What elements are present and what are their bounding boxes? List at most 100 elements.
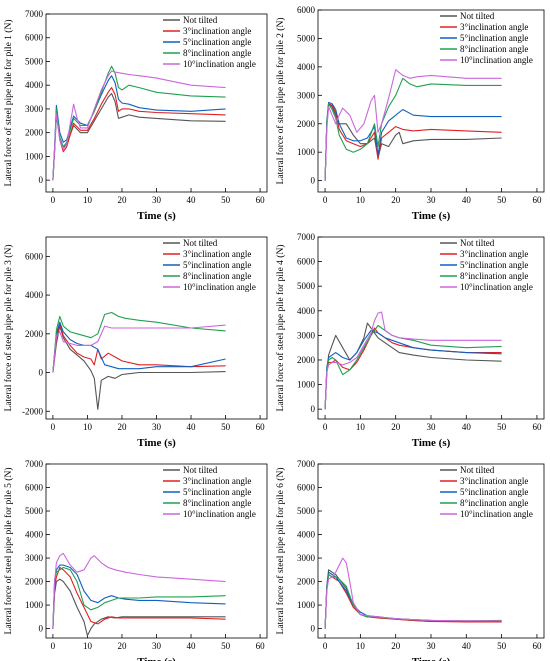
y-tick-label: 3000 — [297, 330, 316, 340]
legend-entry: 8°inclination angle — [183, 498, 251, 508]
y-tick-label: 1000 — [297, 600, 316, 610]
legend-entry: 10°inclination angle — [460, 282, 533, 292]
y-tick-label: 7000 — [25, 459, 44, 469]
y-tick-label: 6000 — [297, 5, 316, 15]
y-tick-label: 1000 — [25, 600, 44, 610]
y-tick-label: 3000 — [297, 553, 316, 563]
y-axis-label: Lateral force of steel pipe pile for pil… — [275, 18, 286, 185]
x-tick-label: 0 — [51, 422, 56, 432]
series-line-5 — [52, 552, 226, 629]
y-tick-label: 1000 — [297, 147, 316, 157]
x-tick-label: 40 — [462, 641, 472, 651]
y-tick-label: 2000 — [25, 329, 44, 339]
series-line-5 — [324, 311, 502, 410]
legend-entry: 3°inclination angle — [460, 22, 528, 32]
y-tick-label: 2000 — [297, 355, 316, 365]
y-tick-label: 7000 — [25, 9, 44, 19]
series-line-4 — [324, 324, 502, 410]
y-tick-label: 6000 — [25, 33, 44, 43]
legend-entry: 10°inclination angle — [183, 509, 256, 519]
legend-entry: Not tilted — [183, 465, 218, 475]
series-line-4 — [324, 77, 502, 181]
y-tick-label: 5000 — [297, 33, 316, 43]
series-line-1 — [52, 578, 226, 637]
x-axis-label: Time (s) — [137, 210, 176, 222]
x-tick-label: 30 — [427, 641, 437, 651]
y-tick-label: 6000 — [297, 483, 316, 493]
chart-panel-3: 0 10 20 30 40 50 60 -2000 0 2000 4000 6000 Time (s) L… — [3, 236, 268, 449]
legend-entry: 3°inclination angle — [460, 476, 528, 486]
x-tick-label: 0 — [323, 195, 328, 205]
legend-entry: 3°inclination angle — [183, 26, 251, 36]
series-line-5 — [52, 324, 226, 373]
series-line-1 — [324, 103, 502, 181]
x-tick-label: 20 — [117, 422, 127, 432]
x-tick-label: 0 — [51, 641, 56, 651]
series-line-2 — [52, 323, 226, 373]
legend-entry: 10°inclination angle — [183, 59, 256, 69]
legend-entry: 5°inclination angle — [460, 33, 528, 43]
x-tick-label: 30 — [152, 195, 162, 205]
legend-entry: Not tilted — [460, 11, 495, 21]
y-tick-label: 2000 — [25, 577, 44, 587]
x-tick-label: 60 — [532, 641, 542, 651]
legend-entry: 3°inclination angle — [183, 476, 251, 486]
x-tick-label: 40 — [462, 195, 472, 205]
x-axis-label: Time (s) — [137, 437, 176, 449]
series-line-3 — [324, 101, 502, 181]
chart-panel-1: 0 10 20 30 40 50 60 0 1000 2000 3000 4000 5000 6000 70… — [3, 9, 268, 222]
y-tick-label: 5000 — [25, 506, 44, 516]
x-tick-label: 10 — [83, 422, 93, 432]
y-tick-label: 4000 — [297, 306, 316, 316]
series-line-1 — [52, 325, 226, 410]
legend-entry: 3°inclination angle — [183, 249, 251, 259]
y-tick-label: 6000 — [297, 257, 316, 267]
y-axis-label: Lateral force of steel pipe pile for pil… — [275, 468, 286, 635]
x-tick-label: 30 — [427, 195, 437, 205]
legend-entry: 10°inclination angle — [460, 509, 533, 519]
y-tick-label: 4000 — [25, 80, 44, 90]
series-line-5 — [324, 69, 502, 181]
x-tick-label: 20 — [391, 422, 401, 432]
series-line-3 — [52, 564, 226, 629]
x-tick-label: 0 — [323, 641, 328, 651]
y-tick-label: 3000 — [25, 104, 44, 114]
x-tick-label: 60 — [256, 641, 266, 651]
series-line-4 — [52, 65, 226, 181]
x-tick-label: 40 — [187, 422, 197, 432]
x-tick-label: 20 — [117, 641, 127, 651]
x-tick-label: 20 — [117, 195, 127, 205]
legend-entry: 10°inclination angle — [183, 282, 256, 292]
y-tick-label: 5000 — [297, 281, 316, 291]
x-tick-label: 60 — [532, 422, 542, 432]
legend-entry: Not tilted — [183, 15, 218, 25]
series-line-3 — [52, 321, 226, 373]
x-tick-label: 50 — [221, 422, 231, 432]
series-line-4 — [52, 566, 226, 629]
x-axis-label: Time (s) — [412, 210, 451, 222]
y-tick-label: 4000 — [25, 290, 44, 300]
y-tick-label: 4000 — [25, 530, 44, 540]
x-axis-label: Time (s) — [412, 437, 451, 449]
y-tick-label: 3000 — [25, 553, 44, 563]
series-line-2 — [52, 566, 226, 629]
legend-entry: 5°inclination angle — [460, 260, 528, 270]
legend-entry: 10°inclination angle — [460, 55, 533, 65]
x-tick-label: 50 — [497, 641, 507, 651]
x-tick-label: 10 — [83, 195, 93, 205]
y-tick-label: 0 — [311, 404, 316, 414]
x-tick-label: 50 — [221, 641, 231, 651]
y-tick-label: 4000 — [297, 530, 316, 540]
y-tick-label: 2000 — [297, 119, 316, 129]
x-tick-label: 10 — [356, 641, 366, 651]
y-tick-label: -2000 — [22, 406, 43, 416]
x-tick-label: 40 — [187, 195, 197, 205]
x-tick-label: 50 — [497, 422, 507, 432]
x-tick-label: 10 — [356, 195, 366, 205]
y-tick-label: 1000 — [297, 380, 316, 390]
